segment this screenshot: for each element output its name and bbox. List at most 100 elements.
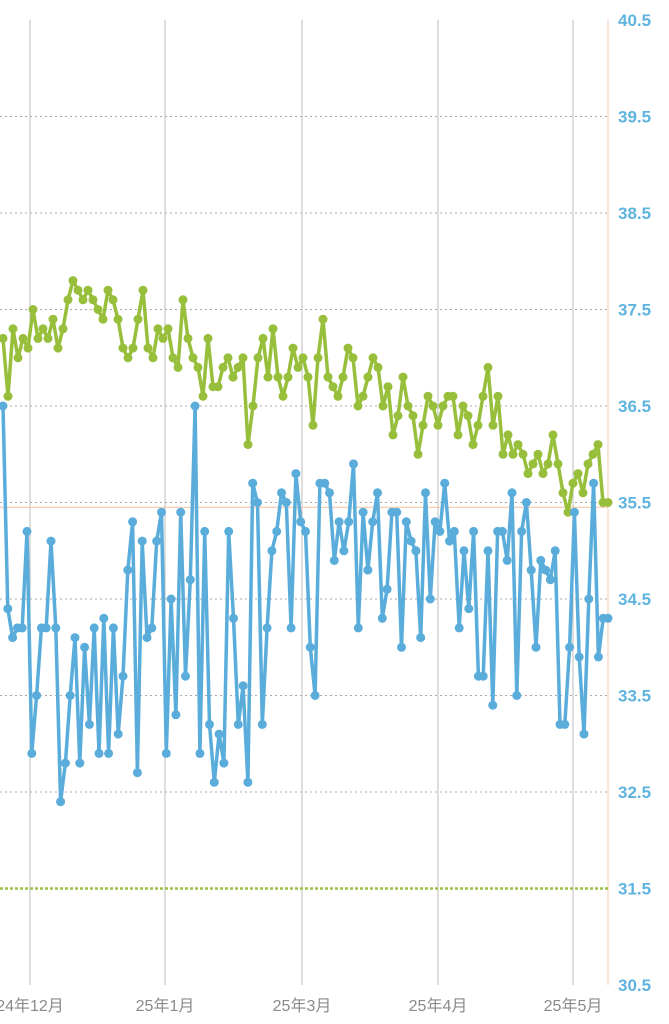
data-point bbox=[43, 333, 53, 343]
data-point bbox=[453, 430, 463, 440]
y-tick-label: 35.5 bbox=[618, 494, 651, 513]
data-point bbox=[545, 575, 555, 585]
data-point bbox=[502, 555, 512, 565]
data-point bbox=[73, 285, 83, 295]
series-line bbox=[1, 404, 610, 804]
data-point bbox=[325, 488, 334, 498]
data-point bbox=[430, 517, 440, 527]
data-point bbox=[531, 642, 541, 652]
data-point bbox=[203, 333, 213, 343]
data-point bbox=[503, 430, 513, 440]
series-line bbox=[1, 278, 610, 514]
data-point bbox=[238, 681, 248, 691]
data-point bbox=[228, 372, 238, 382]
data-point bbox=[0, 333, 8, 343]
series-layer bbox=[0, 276, 613, 807]
data-point bbox=[163, 324, 173, 334]
data-point bbox=[193, 362, 203, 372]
data-point bbox=[229, 613, 238, 623]
data-point bbox=[38, 324, 48, 334]
data-point bbox=[483, 362, 493, 372]
data-point bbox=[533, 449, 543, 459]
data-point bbox=[161, 748, 171, 758]
data-point bbox=[133, 314, 143, 324]
data-point bbox=[171, 710, 181, 720]
data-point bbox=[308, 420, 318, 430]
data-point bbox=[286, 623, 296, 633]
data-point bbox=[84, 719, 94, 729]
data-point bbox=[46, 536, 56, 546]
y-tick-label: 36.5 bbox=[618, 397, 651, 416]
data-point bbox=[223, 353, 233, 363]
x-tick-label: 25年5月 bbox=[544, 997, 603, 1015]
data-point bbox=[94, 748, 104, 758]
data-point bbox=[209, 777, 219, 787]
data-point bbox=[382, 584, 392, 594]
data-point bbox=[51, 623, 61, 633]
data-point bbox=[70, 633, 80, 643]
data-point bbox=[445, 536, 454, 546]
y-tick-label: 34.5 bbox=[618, 590, 651, 609]
data-point bbox=[218, 362, 228, 372]
data-point bbox=[298, 353, 308, 363]
y-tick-label: 31.5 bbox=[618, 880, 651, 899]
data-point bbox=[123, 353, 133, 363]
data-point bbox=[8, 633, 18, 643]
data-point bbox=[28, 305, 38, 314]
data-point bbox=[65, 691, 75, 700]
data-point bbox=[488, 420, 498, 430]
data-point bbox=[123, 565, 133, 575]
data-point bbox=[568, 478, 578, 488]
data-point bbox=[168, 353, 178, 363]
data-point bbox=[33, 333, 43, 343]
data-point bbox=[262, 623, 272, 633]
data-point bbox=[103, 285, 113, 295]
data-point bbox=[89, 623, 99, 633]
data-point bbox=[224, 526, 234, 536]
data-point bbox=[138, 285, 148, 295]
data-point bbox=[142, 633, 152, 643]
data-point bbox=[219, 758, 229, 768]
data-point bbox=[548, 430, 558, 440]
data-point bbox=[478, 671, 488, 681]
data-point bbox=[147, 623, 157, 633]
data-point bbox=[318, 314, 328, 324]
data-point bbox=[158, 333, 168, 343]
data-point bbox=[80, 642, 90, 652]
data-point bbox=[518, 449, 528, 459]
data-point bbox=[440, 478, 450, 488]
data-point bbox=[353, 401, 363, 411]
data-point bbox=[68, 276, 78, 286]
data-point bbox=[523, 469, 533, 479]
data-point bbox=[358, 507, 368, 517]
data-point bbox=[373, 362, 383, 372]
data-point bbox=[58, 324, 68, 334]
data-point bbox=[233, 719, 243, 729]
y-tick-label: 33.5 bbox=[618, 687, 651, 706]
data-point bbox=[27, 748, 37, 758]
data-point bbox=[416, 633, 426, 643]
data-point bbox=[328, 382, 338, 392]
data-point bbox=[272, 526, 282, 536]
data-point bbox=[449, 526, 459, 536]
data-point bbox=[368, 353, 378, 363]
data-point bbox=[323, 372, 333, 382]
data-point bbox=[273, 372, 283, 382]
data-point bbox=[498, 449, 508, 459]
data-point bbox=[507, 488, 517, 498]
data-point bbox=[593, 652, 603, 662]
data-point bbox=[603, 613, 613, 623]
data-point bbox=[343, 343, 353, 353]
data-point bbox=[363, 372, 373, 382]
data-point bbox=[157, 507, 166, 517]
data-point bbox=[512, 691, 522, 700]
data-point bbox=[98, 314, 108, 324]
data-point bbox=[181, 671, 190, 681]
data-point bbox=[253, 353, 263, 363]
data-point bbox=[448, 391, 458, 401]
data-point bbox=[178, 295, 188, 305]
data-point bbox=[173, 362, 183, 372]
data-point bbox=[118, 343, 128, 353]
data-point bbox=[338, 372, 348, 382]
data-point bbox=[478, 391, 488, 401]
